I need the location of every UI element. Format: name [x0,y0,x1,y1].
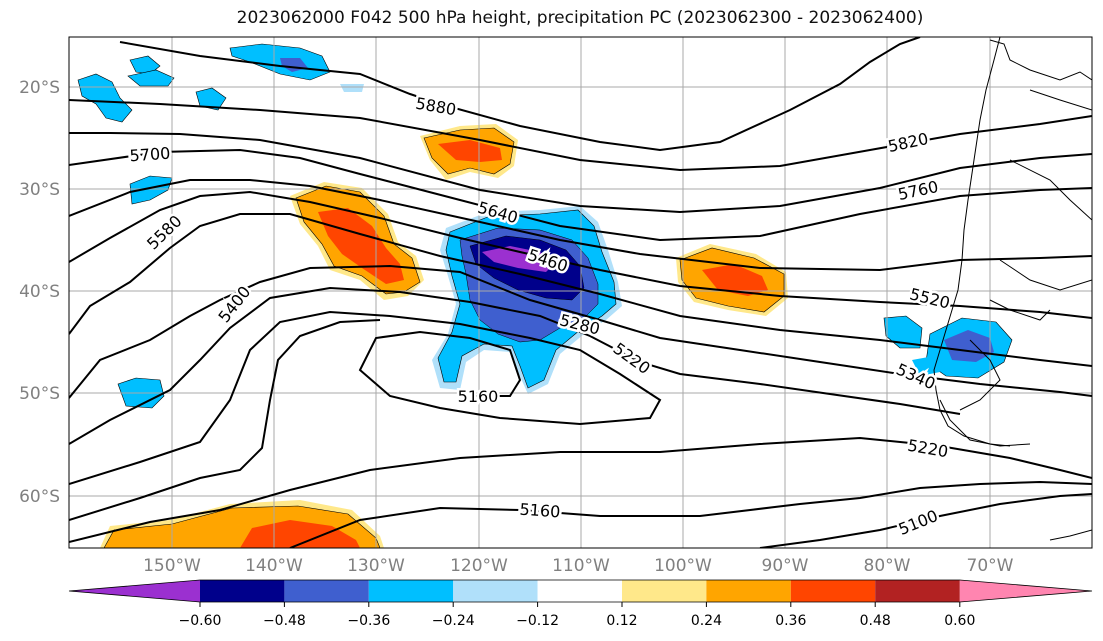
colorbar-extend-right [959,580,1092,602]
lon-label: 140°W [245,556,303,576]
lon-label: 110°W [552,556,610,576]
colorbar-tick-label: −0.12 [516,613,559,629]
positive-precip-area-core [702,264,768,296]
colorbar-segment [284,580,369,602]
colorbar-segment [537,580,622,602]
contour-label: 5160 [458,387,499,406]
lat-label: 40°S [19,282,60,302]
page-title: 2023062000 F042 500 hPa height, precipit… [236,8,924,28]
colorbar-tick-label: 0.60 [944,613,975,629]
colorbar-tick-label: −0.48 [263,613,306,629]
colorbar-segment [453,580,538,602]
positive-precip-area-core [318,208,404,284]
map-panel: 5880 5700 5820 5760 5640 5580 5460 5520 … [69,37,1092,548]
negative-precip-area [127,69,175,87]
negative-precip-area [229,43,331,81]
lat-label: 60°S [19,487,60,507]
negative-precip-area-core [944,330,994,362]
colorbar-tick-label: 0.12 [606,613,637,629]
negative-precip-area [195,87,227,111]
negative-precip-area [883,315,923,349]
height-contours [69,37,1092,548]
colorbar: −0.60 −0.48 −0.36 −0.24 −0.12 0.12 0.24 … [68,579,1093,629]
negative-precip-area [340,84,364,92]
lon-label: 90°W [762,556,809,576]
negative-precip-area-extreme [482,246,556,272]
graticule [69,37,1092,548]
contour-label: 5160 [519,500,561,522]
negative-precip-area [129,175,173,205]
colorbar-tick-label: 0.24 [691,613,722,629]
colorbar-segment [622,580,707,602]
lon-label: 100°W [654,556,712,576]
colorbar-tick-label: −0.24 [432,613,475,629]
contour-label: 5700 [129,144,171,166]
lon-label: 120°W [450,556,508,576]
colorbar-segment [790,580,876,602]
lon-label: 150°W [143,556,201,576]
colorbar-segment [200,580,285,602]
lon-label: 80°W [864,556,911,576]
lat-label: 20°S [19,78,60,98]
positive-precip-area-core [240,520,360,548]
colorbar-segment [875,580,960,602]
colorbar-tick-label: 0.36 [775,613,806,629]
map-frame [68,36,1093,549]
lat-label: 50°S [19,384,60,404]
negative-precip-area [912,356,940,376]
lon-label: 70°W [967,556,1014,576]
colorbar-extend-left [69,580,200,602]
lat-label: 30°S [19,180,60,200]
colorbar-tick-label: −0.60 [179,613,222,629]
colorbar-tick-label: 0.48 [860,613,891,629]
positive-precip-area-core [438,140,502,162]
latitude-labels: 20°S 30°S 40°S 50°S 60°S [19,78,60,507]
colorbar-segment [706,580,791,602]
colorbar-ticks [199,602,961,607]
colorbar-tick-labels: −0.60 −0.48 −0.36 −0.24 −0.12 0.12 0.24 … [179,613,976,629]
lon-label: 130°W [347,556,405,576]
colorbar-tick-label: −0.36 [347,613,390,629]
longitude-labels: 150°W 140°W 130°W 120°W 110°W 100°W 90°W… [143,556,1014,576]
colorbar-segment [368,580,454,602]
